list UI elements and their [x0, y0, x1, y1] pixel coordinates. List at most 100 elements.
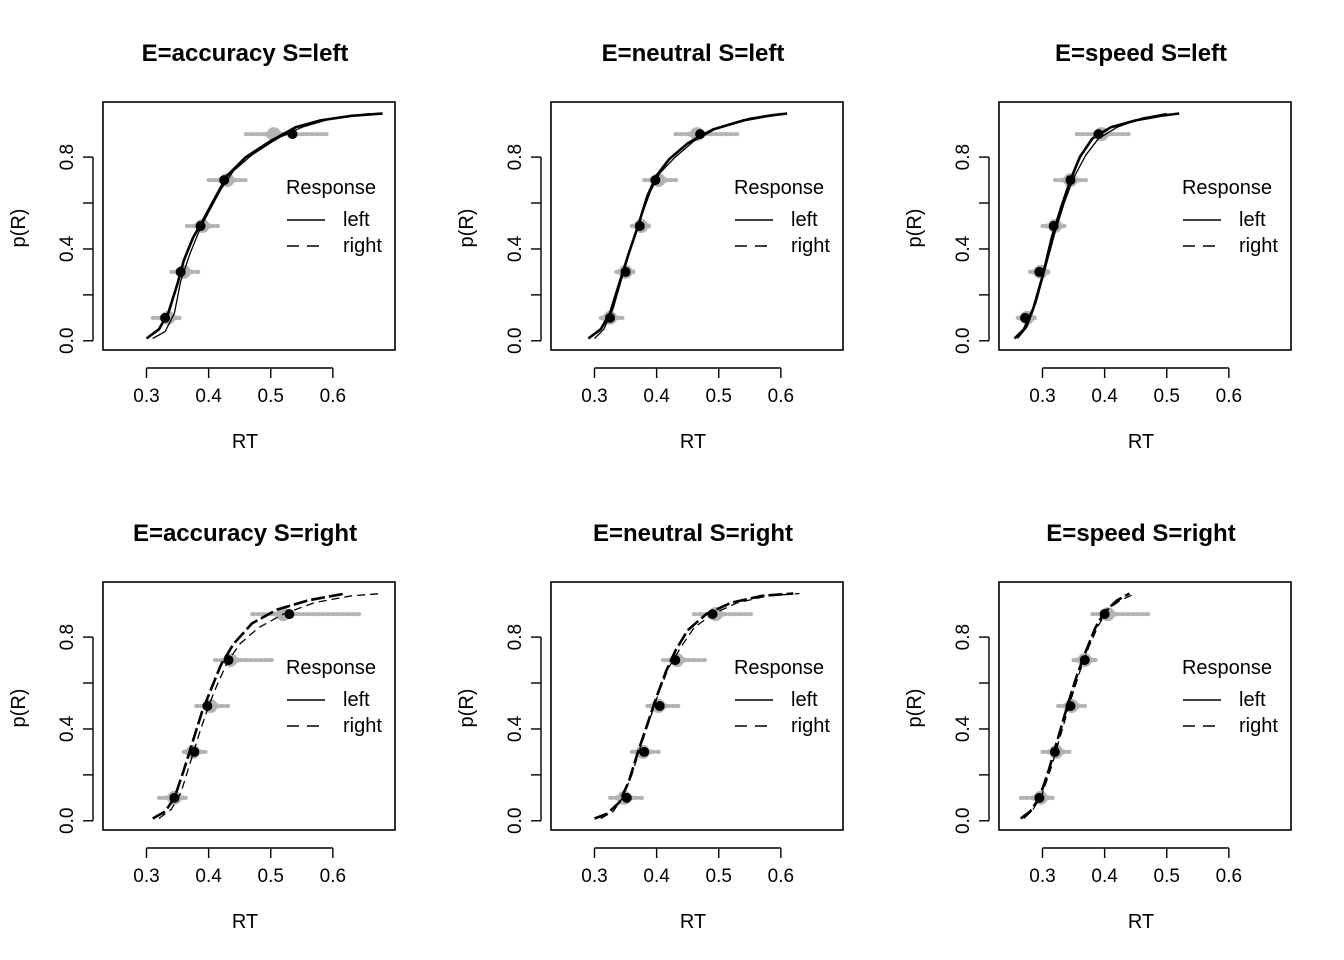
observed-point [650, 175, 661, 186]
x-tick-label: 0.3 [133, 866, 159, 887]
plot-frame [998, 581, 1292, 831]
observed-point [1099, 609, 1110, 620]
observed-point [202, 701, 213, 711]
legend-label-left: left [1239, 209, 1266, 231]
panel-title: E=neutral S=left [602, 40, 785, 67]
x-tick-label: 0.4 [1091, 866, 1118, 887]
x-tick-label: 0.6 [768, 386, 794, 407]
series-line-2 [152, 112, 371, 340]
observed-point [620, 266, 631, 277]
plot-frame [102, 101, 396, 351]
y-axis-label: p(R) [456, 209, 478, 248]
x-axis-label: RT [680, 431, 706, 453]
observed-point [639, 746, 650, 757]
panel-4: E=accuracy S=right 0.3 0.4 0.5 0.6 RT 0.0 0.4 0.… [8, 520, 396, 933]
plot-frame [550, 101, 844, 351]
panel-6: E=speed S=right 0.3 0.4 0.5 0.6 RT 0.0 0.4 0.8 p(… [904, 520, 1292, 933]
observed-point [284, 609, 295, 620]
legend-label-right: right [791, 235, 830, 257]
x-tick-label: 0.4 [1091, 386, 1118, 407]
observed-point [1079, 655, 1090, 666]
y-tick-label: 0.8 [57, 144, 78, 170]
x-tick-label: 0.3 [1029, 866, 1055, 887]
legend-label-right: right [1239, 715, 1278, 737]
plot-area [152, 592, 383, 820]
observed-point [195, 221, 206, 231]
x-tick-label: 0.3 [133, 386, 159, 407]
y-tick-label: 0.0 [57, 328, 78, 354]
observed-point [670, 655, 681, 666]
series-line-2 [1017, 112, 1167, 339]
observed-point [1034, 266, 1045, 277]
y-tick-label: 0.8 [953, 144, 974, 170]
legend-label-left: left [343, 689, 370, 711]
observed-point [707, 609, 718, 620]
y-tick-label: 0.4 [505, 235, 526, 262]
y-tick-label: 0.4 [953, 715, 974, 742]
observed-point [654, 701, 665, 711]
panel-title: E=speed S=right [1046, 520, 1235, 547]
legend-label-left: left [1239, 689, 1266, 711]
observed-point [175, 266, 186, 277]
plot-frame [998, 101, 1292, 351]
observed-point [1034, 792, 1045, 803]
series-line-1 [587, 112, 788, 340]
observed-point [160, 312, 171, 323]
panel-2: E=neutral S=left 0.3 0.4 0.5 0.6 RT 0.0 0.4 0.8 p… [456, 40, 844, 453]
y-tick-label: 0.8 [57, 624, 78, 650]
series-line-1 [594, 592, 794, 820]
x-tick-label: 0.6 [320, 386, 346, 407]
x-tick-label: 0.5 [1154, 866, 1180, 887]
plot-area [145, 112, 383, 340]
x-tick-label: 0.3 [1029, 386, 1055, 407]
legend-title: Response [734, 657, 824, 679]
observed-point [1065, 701, 1076, 711]
series-line-2 [158, 592, 383, 820]
observed-point [1093, 129, 1104, 140]
y-axis-label: p(R) [8, 209, 30, 248]
x-axis-label: RT [1128, 431, 1154, 453]
legend-title: Response [1182, 657, 1272, 679]
plot-area [1013, 112, 1180, 340]
legend-label-right: right [791, 715, 830, 737]
y-tick-label: 0.8 [505, 144, 526, 170]
x-tick-label: 0.5 [706, 386, 732, 407]
y-tick-label: 0.0 [953, 808, 974, 834]
legend-label-right: right [343, 235, 382, 257]
observed-point [1049, 746, 1060, 757]
x-tick-label: 0.4 [643, 386, 670, 407]
panel-title: E=accuracy S=left [142, 40, 349, 67]
x-axis-label: RT [680, 911, 706, 933]
panel-title: E=neutral S=right [593, 520, 793, 547]
x-tick-label: 0.5 [258, 866, 284, 887]
y-tick-label: 0.4 [953, 235, 974, 262]
panel-1: E=accuracy S=left 0.3 0.4 0.5 0.6 RT 0.0 0.4 0.8… [8, 40, 396, 453]
x-axis-label: RT [1128, 911, 1154, 933]
observed-point [1065, 175, 1076, 186]
y-axis-label: p(R) [8, 689, 30, 728]
y-tick-label: 0.0 [505, 808, 526, 834]
legend-label-right: right [343, 715, 382, 737]
plot-frame [102, 581, 396, 831]
x-axis-label: RT [232, 911, 258, 933]
y-tick-label: 0.4 [57, 235, 78, 262]
observed-point [621, 792, 632, 803]
observed-point [695, 129, 706, 140]
y-tick-label: 0.8 [953, 624, 974, 650]
observed-point [223, 655, 234, 666]
plot-frame [550, 581, 844, 831]
x-tick-label: 0.6 [320, 866, 346, 887]
y-tick-label: 0.4 [505, 715, 526, 742]
legend-title: Response [1182, 177, 1272, 199]
y-tick-label: 0.8 [505, 624, 526, 650]
y-axis-label: p(R) [904, 689, 926, 728]
series-line-1 [1013, 112, 1180, 340]
y-tick-label: 0.0 [953, 328, 974, 354]
x-tick-label: 0.4 [195, 386, 222, 407]
y-tick-label: 0.0 [57, 808, 78, 834]
series-line-2 [594, 112, 781, 339]
panel-title: E=accuracy S=right [133, 520, 357, 547]
x-axis-label: RT [232, 431, 258, 453]
x-tick-label: 0.5 [1154, 386, 1180, 407]
